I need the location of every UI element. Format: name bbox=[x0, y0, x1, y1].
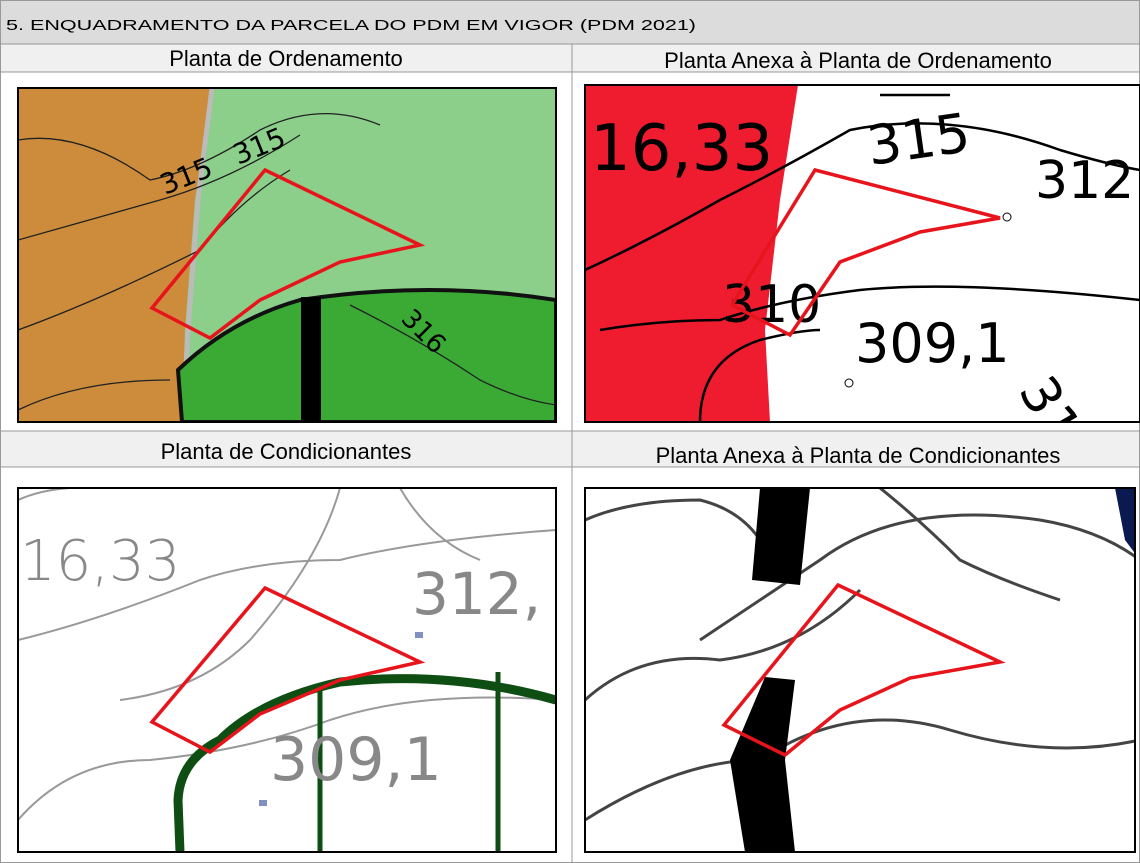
map-label: 312 bbox=[1035, 151, 1134, 211]
map-label: 315 bbox=[863, 101, 974, 178]
map-condicionantes: 16,33 312, 309,1 bbox=[17, 487, 557, 853]
map-label: 309,1 bbox=[270, 725, 442, 795]
panel-title: Planta de Condicionantes bbox=[161, 439, 412, 464]
map-label: 16,33 bbox=[590, 112, 773, 186]
title-row bbox=[0, 431, 1140, 467]
panel-title: Planta Anexa à Planta de Condicionantes bbox=[656, 443, 1061, 468]
header-title: 5. ENQUADRAMENTO DA PARCELA DO PDM EM VI… bbox=[6, 17, 696, 34]
map-label: 312, bbox=[412, 560, 541, 628]
title-row bbox=[0, 44, 1140, 72]
map-ordenamento: 315 315 316 bbox=[17, 87, 557, 423]
panel-title: Planta de Ordenamento bbox=[169, 46, 403, 71]
map-label: 309,1 bbox=[855, 312, 1010, 375]
map-label: 16,33 bbox=[20, 529, 180, 594]
panel-title: Planta Anexa à Planta de Ordenamento bbox=[664, 48, 1052, 73]
map-anexa-condicionantes bbox=[584, 487, 1136, 853]
map-anexa-ordenamento: 16,33 315 312 310 309,1 310 bbox=[584, 84, 1140, 423]
header-bg bbox=[0, 0, 1140, 44]
